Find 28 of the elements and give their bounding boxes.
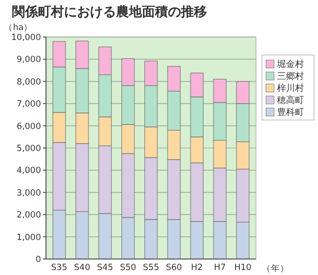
x-tick-label: S40 xyxy=(74,263,90,273)
y-axis-title: （ha） xyxy=(4,23,33,33)
y-tick-label: 8,000 xyxy=(16,77,41,88)
y-tick-label: 10,000 xyxy=(11,32,41,43)
y-tick-label: 0 xyxy=(36,254,41,265)
x-tick-label: H7 xyxy=(214,263,226,273)
y-tick-label: 2,000 xyxy=(16,210,41,221)
legend-label: 三郷村 xyxy=(277,71,304,82)
x-tick-label: H2 xyxy=(190,263,203,273)
x-tick-label: S50 xyxy=(120,263,136,273)
legend-label: 穂高町 xyxy=(277,95,304,106)
x-axis-title: （年） xyxy=(262,263,289,274)
y-tick-label: 5,000 xyxy=(16,144,41,154)
y-tick-label: 1,000 xyxy=(16,232,41,243)
y-tick-label: 7,000 xyxy=(16,100,41,110)
x-tick-label: S35 xyxy=(51,263,68,273)
y-tick-label: 3,000 xyxy=(16,188,41,198)
x-tick-label: S60 xyxy=(166,263,182,273)
x-tick-label: S55 xyxy=(142,263,160,273)
y-tick-label: 4,000 xyxy=(16,166,41,176)
y-tick-label: 6,000 xyxy=(16,122,41,132)
chart-title: 関係町村における農地面積の推移 xyxy=(12,5,207,20)
legend-label: 豊科町 xyxy=(277,107,304,118)
x-tick-label: H10 xyxy=(234,263,252,273)
legend-label: 梓川村 xyxy=(277,83,304,94)
y-tick-label: 9,000 xyxy=(16,55,41,66)
x-tick-label: S45 xyxy=(96,263,114,273)
legend-label: 堀金村 xyxy=(276,59,304,70)
